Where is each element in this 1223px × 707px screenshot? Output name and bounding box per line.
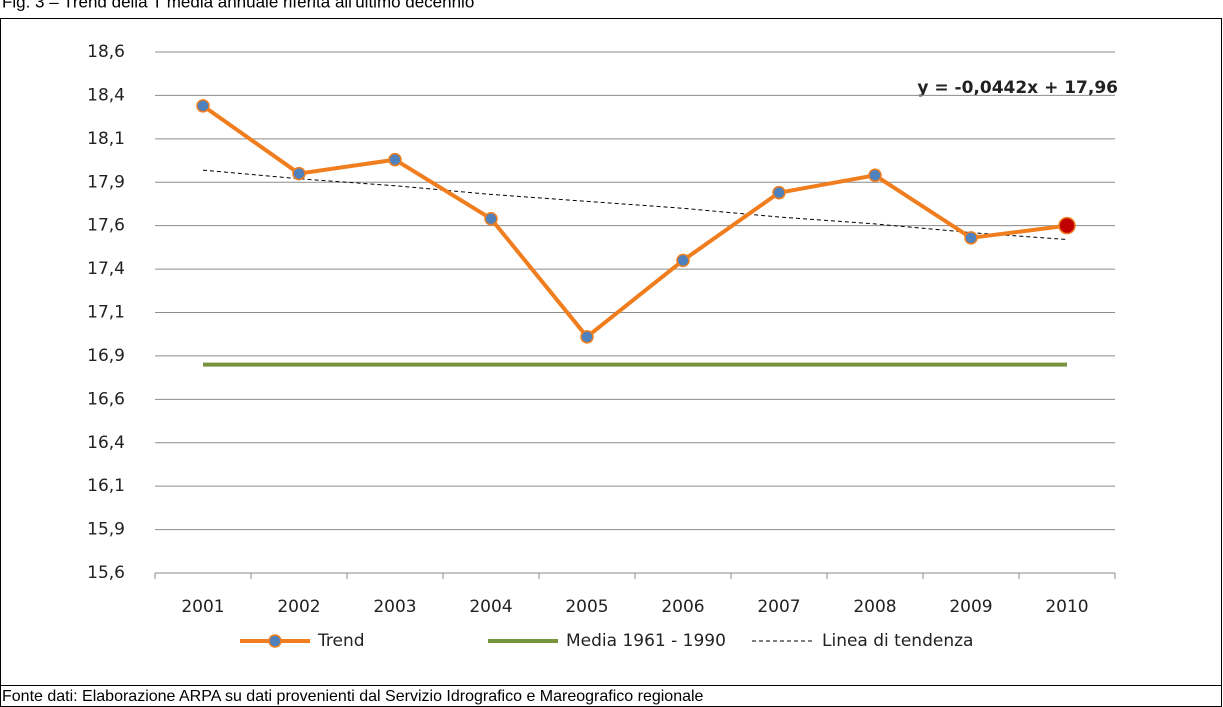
y-tick-label: 16,9 <box>87 346 125 366</box>
point <box>388 152 402 167</box>
series-line <box>201 104 1068 339</box>
y-tick-label: 17,4 <box>87 259 125 279</box>
chart-title: Fig. 3 – Trend della T media annuale rif… <box>2 0 474 11</box>
point <box>292 166 306 181</box>
y-tick-label: 15,6 <box>87 563 125 583</box>
x-tick-label: 2002 <box>277 597 320 617</box>
y-tick-label: 15,9 <box>87 520 125 540</box>
point <box>196 99 210 113</box>
y-tick-label: 18,1 <box>87 129 125 149</box>
y-tick-label: 18,4 <box>87 85 125 105</box>
legend-label: Linea di tendenza <box>822 631 973 651</box>
source: Fonte dati: Elaborazione ARPA su dati pr… <box>2 688 704 705</box>
y-tick-label: 16,6 <box>87 389 125 409</box>
y-tick-label: 16,4 <box>87 433 125 453</box>
point <box>772 185 786 200</box>
legend-label: Trend <box>317 631 365 651</box>
series-line <box>202 169 1068 241</box>
point <box>580 330 594 344</box>
x-tick-label: 2005 <box>565 597 608 617</box>
y-tick-label: 16,1 <box>87 476 125 496</box>
x-tick-label: 2007 <box>757 597 800 617</box>
x-tick-label: 2004 <box>469 597 512 617</box>
x-tick-label: 2008 <box>853 597 896 617</box>
legend-label: Media 1961 - 1990 <box>566 631 726 651</box>
y-tick-label: 17,6 <box>87 216 125 236</box>
y-tick-label: 17,1 <box>87 303 125 323</box>
frame <box>0 18 1222 686</box>
point <box>868 168 882 183</box>
y-tick-label: 17,9 <box>87 172 125 192</box>
annotation: y = -0,0442x + 17,96 <box>917 78 1118 98</box>
point <box>964 231 978 245</box>
x-tick-label: 2010 <box>1045 597 1088 617</box>
x-tick-label: 2009 <box>949 597 992 617</box>
point <box>484 211 498 226</box>
x-tick-label: 2006 <box>661 597 704 617</box>
y-tick-label: 18,6 <box>87 42 125 62</box>
point <box>1058 216 1076 235</box>
legend-marker <box>268 634 282 648</box>
x-tick-label: 2001 <box>181 597 224 617</box>
point <box>676 253 690 268</box>
x-tick-label: 2003 <box>373 597 416 617</box>
